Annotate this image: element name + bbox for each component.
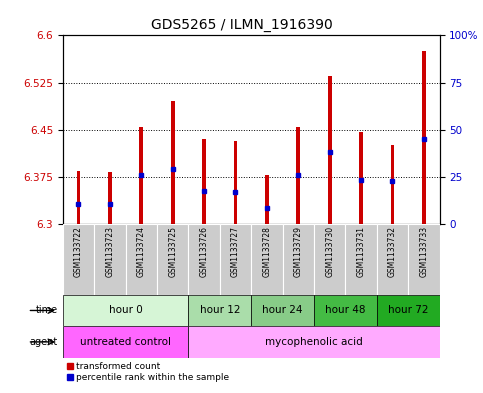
Bar [188, 224, 220, 295]
Bar [314, 295, 377, 326]
Text: hour 0: hour 0 [109, 305, 142, 316]
Text: mycophenolic acid: mycophenolic acid [265, 337, 363, 347]
Text: GSM1133727: GSM1133727 [231, 226, 240, 277]
Bar [140, 127, 143, 224]
Bar [422, 51, 426, 224]
Bar [297, 127, 300, 224]
Bar [77, 171, 80, 224]
Bar [171, 101, 174, 224]
Bar [345, 224, 377, 295]
Text: time: time [36, 305, 58, 316]
Bar [157, 224, 188, 295]
Text: agent: agent [30, 337, 58, 347]
Text: GSM1133722: GSM1133722 [74, 226, 83, 277]
Text: GSM1133724: GSM1133724 [137, 226, 146, 277]
Bar [234, 141, 237, 224]
Bar [265, 175, 269, 224]
Bar [391, 145, 394, 224]
Legend: transformed count, percentile rank within the sample: transformed count, percentile rank withi… [67, 362, 229, 382]
Text: hour 48: hour 48 [325, 305, 366, 316]
Text: hour 72: hour 72 [388, 305, 428, 316]
Bar [283, 224, 314, 295]
Text: GSM1133732: GSM1133732 [388, 226, 397, 277]
Bar [251, 224, 283, 295]
Bar [377, 224, 408, 295]
Bar [220, 224, 251, 295]
Text: GSM1133726: GSM1133726 [199, 226, 209, 277]
Text: GDS5265 / ILMN_1916390: GDS5265 / ILMN_1916390 [151, 18, 332, 32]
Text: GSM1133733: GSM1133733 [419, 226, 428, 277]
Bar [94, 224, 126, 295]
Bar [63, 224, 94, 295]
Bar [202, 139, 206, 224]
Bar [328, 76, 331, 224]
Bar [359, 132, 363, 224]
Text: GSM1133728: GSM1133728 [262, 226, 271, 277]
Bar [108, 173, 112, 224]
Bar [188, 295, 251, 326]
Bar [188, 326, 440, 358]
Bar [126, 224, 157, 295]
Text: GSM1133723: GSM1133723 [105, 226, 114, 277]
Text: GSM1133731: GSM1133731 [356, 226, 366, 277]
Text: GSM1133730: GSM1133730 [325, 226, 334, 277]
Bar [63, 326, 188, 358]
Bar [251, 295, 314, 326]
Text: GSM1133725: GSM1133725 [168, 226, 177, 277]
Bar [377, 295, 440, 326]
Text: hour 24: hour 24 [262, 305, 303, 316]
Text: hour 12: hour 12 [199, 305, 240, 316]
Text: GSM1133729: GSM1133729 [294, 226, 303, 277]
Text: untreated control: untreated control [80, 337, 171, 347]
Bar [314, 224, 345, 295]
Bar [408, 224, 440, 295]
Bar [63, 295, 188, 326]
